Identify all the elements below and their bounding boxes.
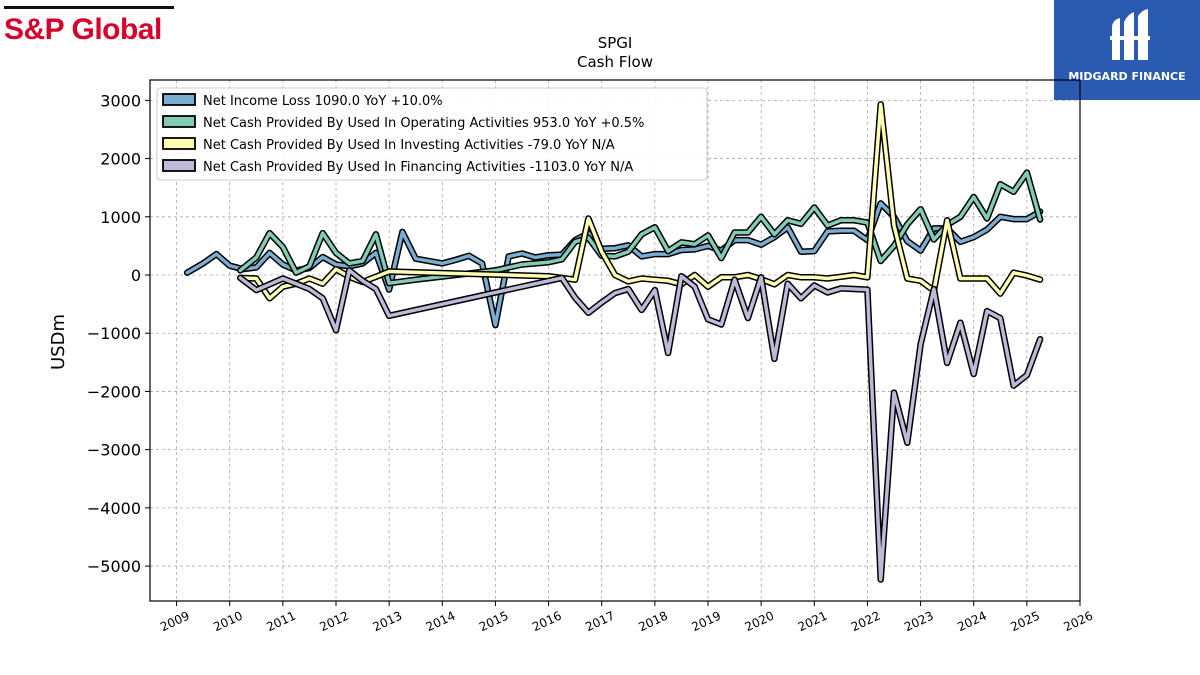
y-axis-ticks: 3000 2000 1000 0 −1000 −2000 −3000 −4000 −5000 (87, 91, 150, 576)
x-tick-label: 2011 (264, 609, 298, 635)
legend-swatch (162, 159, 196, 172)
legend-label: Net Income Loss 1090.0 YoY +10.0% (203, 94, 443, 109)
x-tick-label: 2019 (690, 609, 724, 635)
y-tick-label: −3000 (87, 441, 141, 460)
x-tick-label: 2022 (849, 609, 883, 635)
midgard-logo-icon (1110, 9, 1150, 60)
y-tick-label: −4000 (87, 499, 141, 518)
x-axis-ticks: 2009 2010 2011 2012 2013 2014 2015 2016 2017 2018… (158, 601, 1095, 634)
sp-global-wordmark: S&P Global (4, 13, 162, 46)
y-tick-label: 0 (131, 266, 141, 285)
y-tick-label: 2000 (100, 150, 141, 169)
y-axis-label: USDm (48, 314, 69, 370)
x-tick-label: 2013 (371, 609, 405, 635)
x-tick-label: 2014 (424, 609, 458, 635)
chart-title: SPGI (598, 34, 633, 52)
midgard-finance-badge: MIDGARD FINANCE (1054, 0, 1200, 100)
legend-swatch (162, 137, 196, 150)
legend-box (156, 87, 708, 181)
y-tick-label: −5000 (87, 557, 141, 576)
x-tick-label: 2024 (955, 609, 989, 635)
plot-frame (149, 79, 1081, 602)
sp-global-logo: S&P Global (4, 6, 176, 47)
legend-label: Net Cash Provided By Used In Investing A… (203, 138, 615, 153)
y-tick-label: −2000 (87, 382, 141, 401)
legend-swatch (162, 93, 196, 106)
series-lines (183, 101, 1044, 583)
y-tick-label: −1000 (87, 324, 141, 343)
x-tick-label: 2016 (530, 609, 564, 635)
series-line-outline (237, 267, 1044, 583)
legend-label: Net Cash Provided By Used In Financing A… (203, 160, 633, 175)
x-tick-label: 2017 (583, 609, 617, 635)
series-line (238, 268, 1042, 582)
badge-label: MIDGARD FINANCE (1068, 70, 1186, 83)
series-line (238, 170, 1042, 285)
x-tick-label: 2009 (158, 609, 192, 635)
x-tick-label: 2023 (902, 609, 936, 635)
legend: Net Income Loss 1090.0 YoY +10.0% Net Cas… (156, 87, 708, 181)
x-tick-label: 2010 (211, 609, 245, 635)
x-tick-label: 2020 (743, 609, 777, 635)
legend-label: Net Cash Provided By Used In Operating A… (203, 116, 644, 131)
x-tick-label: 2018 (636, 609, 670, 635)
legend-swatch (162, 115, 196, 128)
chart-subtitle: Cash Flow (577, 53, 653, 71)
y-tick-label: 1000 (100, 208, 141, 227)
logo-rule (4, 6, 174, 9)
x-tick-label: 2021 (796, 609, 830, 635)
x-tick-label: 2026 (1062, 609, 1096, 635)
y-tick-label: 3000 (100, 91, 141, 110)
x-tick-label: 2015 (477, 609, 511, 635)
x-tick-label: 2025 (1008, 609, 1042, 635)
x-tick-label: 2012 (318, 609, 352, 635)
